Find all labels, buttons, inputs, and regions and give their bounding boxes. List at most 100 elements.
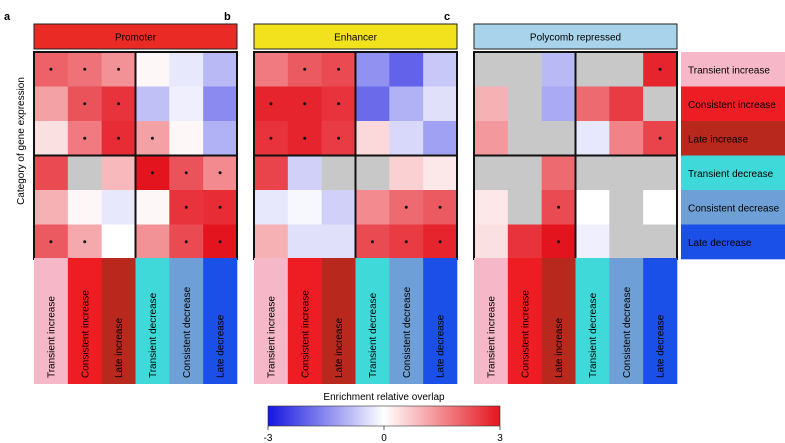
heatmap-cell [609, 86, 644, 122]
heatmap-cell [101, 190, 136, 225]
significance-marker [184, 240, 188, 244]
colorbar: Enrichment relative overlap -3 0 3 [264, 392, 504, 443]
significance-marker [404, 205, 408, 209]
column-category-box [474, 258, 509, 384]
row-category-box [681, 155, 785, 191]
heatmap-cell [287, 224, 322, 260]
column-category-box [203, 258, 238, 384]
significance-marker [337, 102, 341, 106]
colorbar-tick-label-max: 3 [497, 433, 503, 443]
heatmap-cell [389, 155, 424, 191]
heatmap-cell [474, 155, 509, 191]
column-category-box [389, 258, 424, 384]
significance-marker [404, 240, 408, 244]
column-category-label: Transient increase [46, 296, 57, 378]
heatmap-cell [34, 86, 69, 122]
column-category-label: Transient decrease [588, 292, 599, 378]
column-category-box [169, 258, 204, 384]
heatmap-cell [609, 224, 644, 260]
heatmap-cell [135, 86, 170, 122]
panels: a Promoter Transient increase Consistent in… [4, 11, 678, 384]
column-category-label: Transient decrease [368, 292, 379, 378]
heatmap-cell [389, 52, 424, 87]
significance-marker [303, 67, 307, 71]
heatmap-cell [643, 224, 678, 260]
row-category-label: Late increase [688, 134, 748, 145]
row-category-label: Transient decrease [688, 169, 774, 180]
heatmap-cell [355, 155, 390, 191]
heatmap-cell [389, 86, 424, 122]
heatmap-cell [643, 190, 678, 225]
significance-marker [370, 240, 374, 244]
column-category-label: Consistent decrease [622, 286, 633, 378]
heatmap-cell [169, 121, 204, 156]
heatmap-cell [321, 224, 356, 260]
column-category-box [67, 258, 102, 384]
column-category-label: Transient increase [266, 296, 277, 378]
column-category-label: Late decrease [216, 314, 227, 378]
colorbar-gradient [267, 405, 501, 427]
heatmap-cell [541, 155, 576, 191]
heatmap-cell [203, 121, 238, 156]
panel-enhancer: b Enhancer Transient increase Consistent in… [224, 11, 458, 384]
column-category-label: Late decrease [656, 314, 667, 378]
heatmap-cell [67, 155, 102, 191]
significance-marker [218, 171, 222, 175]
heatmap-cell [575, 190, 610, 225]
heatmap-cell [507, 86, 542, 122]
row-category-box [681, 121, 785, 156]
heatmap-cell [254, 190, 289, 225]
panel-header [253, 23, 458, 50]
heatmap-cell [101, 155, 136, 191]
row-category-label: Consistent increase [688, 100, 776, 111]
column-category-box [287, 258, 322, 384]
significance-marker [83, 102, 87, 106]
panel-polycomb-repressed: c Polycomb repressed Transient increase Con… [444, 11, 678, 384]
significance-marker [337, 67, 341, 71]
heatmap-cell [254, 52, 289, 87]
heatmap-cell [321, 155, 356, 191]
significance-marker [337, 136, 341, 140]
heatmap-cell [507, 52, 542, 87]
heatmap-cell [575, 52, 610, 87]
heatmap-cell [575, 121, 610, 156]
heatmap-cell [34, 155, 69, 191]
significance-marker [303, 102, 307, 106]
heatmap-cell [507, 121, 542, 156]
column-category-label: Transient decrease [148, 292, 159, 378]
y-axis-label: Category of gene expression [16, 77, 27, 205]
column-category-label: Consistent decrease [182, 286, 193, 378]
column-category-label: Late increase [114, 318, 125, 378]
panel-title: Enhancer [334, 33, 377, 44]
column-category-label: Late increase [554, 318, 565, 378]
significance-marker [218, 205, 222, 209]
heatmap-cell [643, 155, 678, 191]
heatmap-cell [321, 190, 356, 225]
heatmap-cell [389, 121, 424, 156]
panel-header [33, 23, 238, 50]
heatmap-cell [474, 52, 509, 87]
panel-promoter: a Promoter Transient increase Consistent in… [4, 11, 238, 384]
heatmap-cell [287, 155, 322, 191]
heatmap-cell [34, 190, 69, 225]
heatmap-cell [541, 52, 576, 87]
row-category-box [681, 86, 785, 122]
column-category-label: Late decrease [436, 314, 447, 378]
row-category-box [681, 190, 785, 225]
row-category-label: Consistent decrease [688, 203, 780, 214]
significance-marker [49, 67, 53, 71]
column-category-label: Consistent increase [300, 290, 311, 378]
heatmap-cell [67, 190, 102, 225]
significance-marker [658, 136, 662, 140]
column-category-box [575, 258, 610, 384]
heatmap-cell [423, 155, 458, 191]
heatmap-cell [609, 190, 644, 225]
significance-marker [438, 205, 442, 209]
significance-marker [269, 102, 273, 106]
column-category-box [254, 258, 289, 384]
heatmap-cell [474, 190, 509, 225]
significance-marker [83, 67, 87, 71]
heatmap-cell [423, 121, 458, 156]
significance-marker [150, 171, 154, 175]
